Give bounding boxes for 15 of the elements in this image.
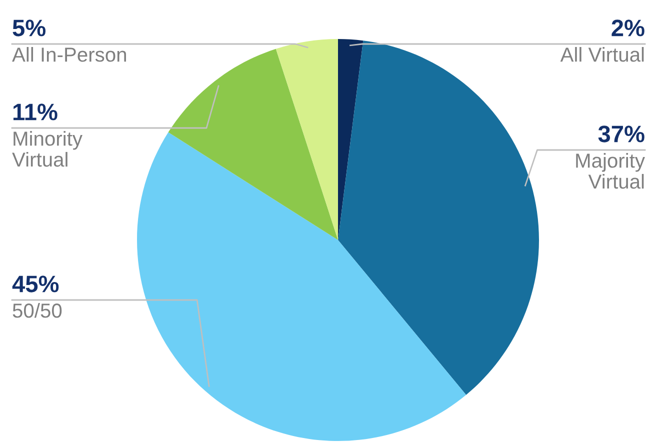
pie-slice — [137, 132, 466, 441]
data-label: 11% — [13, 104, 58, 120]
pie-slice — [168, 48, 338, 240]
pie-slice — [338, 39, 364, 240]
data-label: 45% — [12, 276, 59, 292]
data-label: 5% — [12, 20, 46, 36]
slice-label: 50/50 — [12, 303, 62, 318]
slice-label: All Virtual — [560, 47, 644, 62]
pie-slice — [338, 40, 539, 395]
slice-label: Minority Virtual — [12, 131, 82, 167]
data-label: 37% — [598, 126, 644, 142]
slice-label: Majority Virtual — [576, 153, 645, 189]
slice-label: All In-Person — [12, 47, 126, 62]
data-label: 2% — [612, 20, 644, 36]
pie-slice — [276, 39, 338, 240]
